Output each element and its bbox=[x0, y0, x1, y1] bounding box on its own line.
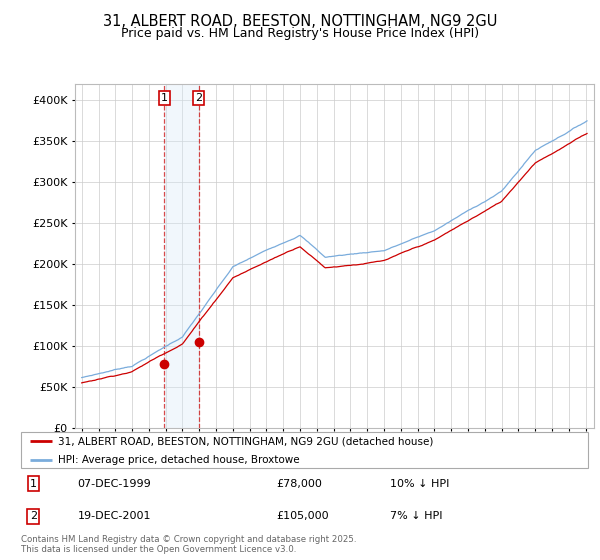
Text: 19-DEC-2001: 19-DEC-2001 bbox=[78, 511, 151, 521]
Bar bbox=[164, 84, 199, 428]
Text: HPI: Average price, detached house, Broxtowe: HPI: Average price, detached house, Brox… bbox=[58, 455, 299, 465]
Text: 1: 1 bbox=[30, 479, 37, 489]
Text: 07-DEC-1999: 07-DEC-1999 bbox=[78, 479, 151, 489]
FancyBboxPatch shape bbox=[21, 432, 588, 468]
Text: 2: 2 bbox=[30, 511, 37, 521]
Text: 2: 2 bbox=[195, 92, 202, 102]
Text: 7% ↓ HPI: 7% ↓ HPI bbox=[389, 511, 442, 521]
Text: £78,000: £78,000 bbox=[276, 479, 322, 489]
Text: Contains HM Land Registry data © Crown copyright and database right 2025.
This d: Contains HM Land Registry data © Crown c… bbox=[21, 535, 356, 554]
Text: 31, ALBERT ROAD, BEESTON, NOTTINGHAM, NG9 2GU: 31, ALBERT ROAD, BEESTON, NOTTINGHAM, NG… bbox=[103, 14, 497, 29]
Text: £105,000: £105,000 bbox=[276, 511, 329, 521]
Text: Price paid vs. HM Land Registry's House Price Index (HPI): Price paid vs. HM Land Registry's House … bbox=[121, 27, 479, 40]
Text: 10% ↓ HPI: 10% ↓ HPI bbox=[389, 479, 449, 489]
Text: 31, ALBERT ROAD, BEESTON, NOTTINGHAM, NG9 2GU (detached house): 31, ALBERT ROAD, BEESTON, NOTTINGHAM, NG… bbox=[58, 436, 433, 446]
Text: 1: 1 bbox=[161, 92, 168, 102]
